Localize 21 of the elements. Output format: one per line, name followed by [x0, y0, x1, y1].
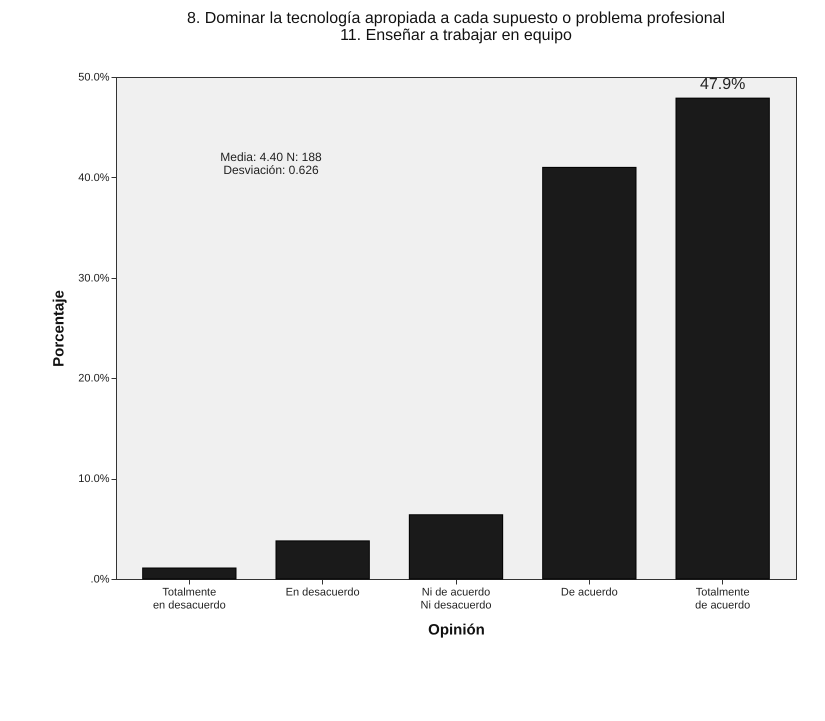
annotation: Media: 4.40 N: 188 Desviación: 0.626 — [220, 150, 322, 177]
x-tick-label: Totalmente de acuerdo — [695, 586, 750, 612]
bar — [676, 98, 770, 580]
x-tick-label: En desacuerdo — [286, 586, 360, 598]
x-tick-label: Totalmente en desacuerdo — [152, 586, 226, 612]
data-label: 47.9% — [700, 76, 746, 94]
bar — [276, 540, 370, 580]
y-tick-label: 20.0% — [78, 372, 110, 385]
y-tick-label: 30.0% — [78, 272, 110, 284]
bar — [408, 514, 504, 580]
x-axis-title: Opinión — [428, 622, 485, 638]
chart-title: 8. Dominar la tecnología apropiada a cada supuesto o problema profesional 11. Enseñar a trabajar en equipo — [186, 10, 726, 44]
bar — [542, 166, 636, 580]
x-tick-label: De acuerdo — [560, 586, 618, 598]
y-tick-label: 40.0% — [78, 172, 110, 184]
y-tick-label: 50.0% — [78, 72, 110, 84]
y-tick-label: 10.0% — [78, 473, 110, 486]
y-tick-label: .0% — [90, 574, 110, 586]
y-axis-title: Porcentaje — [50, 290, 68, 367]
bar — [142, 567, 236, 580]
x-tick-label: Ni de acuerdo Ni desacuerdo — [420, 586, 492, 612]
